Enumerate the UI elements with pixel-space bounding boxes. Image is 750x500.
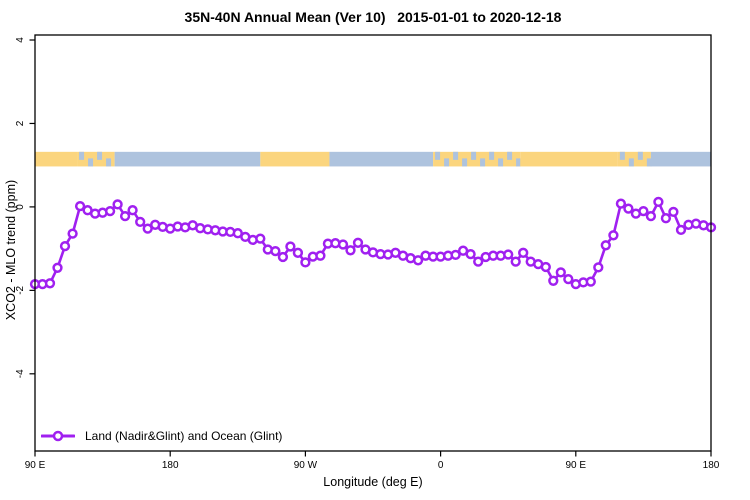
data-point bbox=[653, 196, 664, 208]
surface-band-speckle bbox=[453, 151, 459, 160]
data-point bbox=[352, 237, 364, 248]
data-point bbox=[292, 247, 304, 258]
surface-band-speckle bbox=[489, 151, 495, 160]
data-point bbox=[345, 245, 356, 256]
x-tick-label: 90 W bbox=[294, 460, 318, 471]
data-point bbox=[315, 250, 326, 261]
surface-band-speckle bbox=[646, 158, 652, 167]
surface-band-segment bbox=[329, 151, 434, 167]
data-point bbox=[74, 200, 86, 212]
legend-label: Land (Nadir&Glint) and Ocean (Glint) bbox=[85, 429, 283, 443]
surface-band-speckle bbox=[435, 151, 441, 160]
surface-band-speckle bbox=[444, 158, 450, 167]
data-point bbox=[608, 230, 619, 241]
surface-band-speckle bbox=[106, 158, 112, 167]
y-tick-label: -2 bbox=[15, 285, 26, 294]
data-point bbox=[142, 223, 153, 234]
legend-circle-marker bbox=[52, 430, 64, 442]
data-point bbox=[660, 213, 672, 224]
surface-band-speckle bbox=[516, 158, 522, 167]
surface-band-speckle bbox=[507, 151, 513, 160]
x-tick-label: 180 bbox=[703, 460, 720, 471]
legend-line-marker-icon bbox=[41, 430, 75, 442]
data-point bbox=[615, 198, 627, 209]
data-point bbox=[555, 267, 566, 278]
data-point bbox=[623, 203, 634, 214]
x-axis-label: Longitude (deg E) bbox=[323, 475, 423, 489]
data-point bbox=[104, 205, 116, 217]
data-point bbox=[540, 261, 551, 273]
data-point bbox=[270, 245, 281, 257]
data-point bbox=[119, 210, 131, 222]
plot-border bbox=[34, 34, 712, 452]
data-point bbox=[412, 255, 424, 266]
y-tick-label: -4 bbox=[15, 369, 26, 378]
y-tick-label: 4 bbox=[15, 37, 26, 43]
data-point bbox=[44, 278, 56, 289]
surface-band-segment bbox=[35, 151, 78, 167]
surface-band-segment bbox=[260, 151, 330, 167]
data-point bbox=[645, 210, 657, 222]
x-tick-label: 0 bbox=[438, 460, 444, 471]
surface-band-speckle bbox=[619, 151, 625, 160]
data-point bbox=[473, 256, 484, 267]
y-axis-label: XCO2 - MLO trend (ppm) bbox=[4, 179, 18, 321]
data-point bbox=[593, 262, 604, 273]
data-point bbox=[59, 240, 71, 252]
surface-band-segment bbox=[650, 151, 711, 167]
surface-band-segment bbox=[114, 151, 261, 167]
surface-band-speckle bbox=[79, 151, 85, 160]
data-point bbox=[548, 275, 559, 286]
surface-band-speckle bbox=[637, 151, 643, 160]
y-tick-label: 2 bbox=[15, 120, 26, 126]
data-point bbox=[675, 224, 687, 236]
data-point bbox=[668, 206, 679, 218]
data-point bbox=[450, 249, 461, 261]
data-point bbox=[563, 273, 574, 285]
surface-band-speckle bbox=[498, 158, 504, 167]
x-tick-label: 90 E bbox=[25, 460, 46, 471]
data-point bbox=[232, 228, 243, 239]
y-tick-label: 0 bbox=[15, 204, 26, 210]
data-point bbox=[585, 276, 596, 287]
surface-band-speckle bbox=[628, 158, 634, 167]
surface-band-speckle bbox=[462, 158, 468, 167]
surface-band-speckle bbox=[97, 151, 103, 160]
data-point bbox=[127, 205, 138, 216]
data-point bbox=[112, 199, 123, 210]
data-point bbox=[52, 262, 63, 273]
data-point bbox=[337, 239, 349, 250]
data-point bbox=[255, 233, 266, 244]
x-tick-label: 90 E bbox=[566, 460, 587, 471]
legend: Land (Nadir&Glint) and Ocean (Glint) bbox=[41, 427, 282, 445]
x-tick-label: 180 bbox=[162, 460, 179, 471]
surface-band-speckle bbox=[471, 151, 477, 160]
data-point bbox=[465, 248, 476, 260]
surface-band-segment bbox=[77, 151, 115, 167]
data-point bbox=[285, 241, 296, 252]
surface-band-segment bbox=[520, 151, 618, 167]
data-point bbox=[300, 257, 311, 268]
data-point bbox=[518, 247, 529, 258]
surface-band-speckle bbox=[480, 158, 486, 167]
data-point bbox=[600, 240, 611, 251]
data-point bbox=[503, 249, 514, 260]
data-point bbox=[135, 216, 146, 228]
data-point bbox=[638, 205, 649, 217]
data-point bbox=[67, 228, 78, 239]
data-point bbox=[510, 256, 521, 267]
data-point bbox=[277, 251, 289, 263]
chart-title: 35N-40N Annual Mean (Ver 10) 2015-01-01 … bbox=[184, 9, 562, 25]
surface-band-speckle bbox=[88, 158, 94, 167]
